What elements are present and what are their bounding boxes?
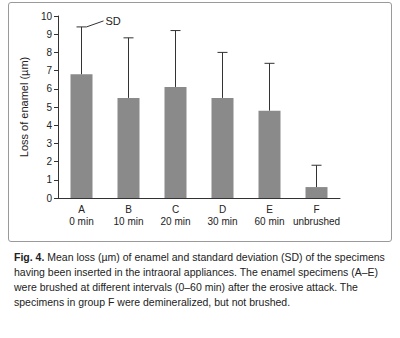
svg-text:B: B bbox=[125, 204, 132, 215]
svg-text:0: 0 bbox=[46, 193, 52, 204]
svg-text:D: D bbox=[219, 204, 226, 215]
svg-text:0 min: 0 min bbox=[69, 216, 93, 227]
svg-text:10: 10 bbox=[41, 11, 53, 22]
svg-text:9: 9 bbox=[46, 29, 52, 40]
svg-text:10 min: 10 min bbox=[113, 216, 143, 227]
svg-text:8: 8 bbox=[46, 47, 52, 58]
svg-text:2: 2 bbox=[46, 156, 52, 167]
svg-text:4: 4 bbox=[46, 120, 52, 131]
svg-text:6: 6 bbox=[46, 83, 52, 94]
html-text:Fig. 4. Mean loss (µm) of enam: Fig. 4. Mean loss (µm) of enamel and sta… bbox=[14, 251, 385, 308]
svg-text:Loss of enamel (µm): Loss of enamel (µm) bbox=[18, 57, 30, 157]
svg-text:A: A bbox=[78, 204, 85, 215]
svg-text:E: E bbox=[266, 204, 273, 215]
svg-text:C: C bbox=[172, 204, 179, 215]
svg-text:unbrushed: unbrushed bbox=[293, 216, 340, 227]
svg-text:1: 1 bbox=[46, 174, 52, 185]
svg-text:5: 5 bbox=[46, 102, 52, 113]
svg-text:3: 3 bbox=[46, 138, 52, 149]
svg-text:F: F bbox=[313, 204, 319, 215]
svg-text:SD: SD bbox=[106, 15, 121, 27]
svg-text:20 min: 20 min bbox=[160, 216, 190, 227]
svg-text:60 min: 60 min bbox=[254, 216, 284, 227]
svg-text:30 min: 30 min bbox=[207, 216, 237, 227]
svg-text:7: 7 bbox=[46, 65, 52, 76]
